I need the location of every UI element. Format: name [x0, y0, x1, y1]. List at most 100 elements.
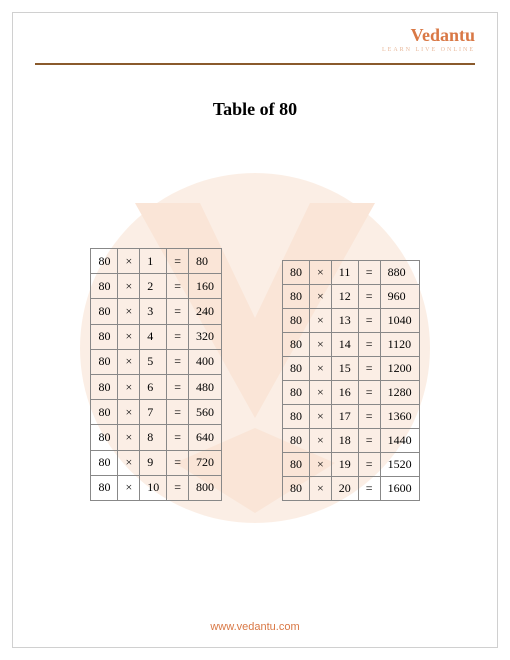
table-row: 80×7=560: [91, 400, 222, 425]
table-cell: ×: [310, 357, 332, 381]
table-cell: 1600: [380, 477, 419, 501]
table-cell: ×: [118, 274, 140, 299]
page-frame: Vedantu LEARN LIVE ONLINE Table of 80 80…: [12, 12, 498, 648]
table-row: 80×20=1600: [283, 477, 420, 501]
table-cell: 3: [140, 299, 167, 324]
table-cell: 2: [140, 274, 167, 299]
table-cell: 1040: [380, 309, 419, 333]
table-cell: 80: [283, 261, 310, 285]
table-cell: 1360: [380, 405, 419, 429]
table-cell: ×: [310, 261, 332, 285]
table-row: 80×19=1520: [283, 453, 420, 477]
table-cell: 480: [189, 374, 222, 399]
table-cell: =: [358, 381, 380, 405]
table-cell: 640: [189, 425, 222, 450]
table-cell: 80: [283, 429, 310, 453]
table-cell: 800: [189, 475, 222, 500]
footer-url: www.vedantu.com: [13, 621, 497, 633]
table-cell: ×: [310, 429, 332, 453]
table-cell: =: [358, 405, 380, 429]
table-row: 80×6=480: [91, 374, 222, 399]
table-cell: 10: [140, 475, 167, 500]
page-title: Table of 80: [13, 99, 497, 120]
table-cell: 1440: [380, 429, 419, 453]
table-cell: 14: [331, 333, 358, 357]
table-cell: 80: [91, 400, 118, 425]
table-cell: ×: [118, 374, 140, 399]
table-cell: ×: [310, 477, 332, 501]
table-cell: 80: [283, 477, 310, 501]
table-cell: =: [167, 299, 189, 324]
table-cell: =: [167, 475, 189, 500]
table-cell: 1: [140, 249, 167, 274]
table-cell: ×: [310, 309, 332, 333]
table-row: 80×9=720: [91, 450, 222, 475]
table-cell: =: [167, 425, 189, 450]
table-cell: =: [358, 429, 380, 453]
table-cell: 80: [283, 309, 310, 333]
table-cell: 19: [331, 453, 358, 477]
table-row: 80×11=880: [283, 261, 420, 285]
table-cell: 6: [140, 374, 167, 399]
table-cell: =: [358, 477, 380, 501]
table-cell: 9: [140, 450, 167, 475]
tables-container: 80×1=8080×2=16080×3=24080×4=32080×5=4008…: [13, 248, 497, 501]
table-row: 80×16=1280: [283, 381, 420, 405]
table-cell: =: [167, 450, 189, 475]
brand-tagline: LEARN LIVE ONLINE: [382, 47, 475, 53]
table-row: 80×12=960: [283, 285, 420, 309]
table-cell: =: [167, 274, 189, 299]
table-cell: 80: [91, 450, 118, 475]
table-cell: ×: [310, 405, 332, 429]
table-cell: 8: [140, 425, 167, 450]
table-cell: 18: [331, 429, 358, 453]
table-cell: 80: [91, 475, 118, 500]
table-cell: ×: [118, 425, 140, 450]
multiplication-table-right: 80×11=88080×12=96080×13=104080×14=112080…: [282, 260, 420, 501]
table-cell: 16: [331, 381, 358, 405]
table-row: 80×17=1360: [283, 405, 420, 429]
table-cell: ×: [118, 400, 140, 425]
table-cell: 80: [91, 349, 118, 374]
table-row: 80×10=800: [91, 475, 222, 500]
table-cell: ×: [118, 349, 140, 374]
table-cell: ×: [118, 324, 140, 349]
table-cell: =: [358, 261, 380, 285]
table-cell: 80: [91, 274, 118, 299]
table-cell: 4: [140, 324, 167, 349]
table-cell: 80: [283, 357, 310, 381]
table-row: 80×5=400: [91, 349, 222, 374]
table-cell: 12: [331, 285, 358, 309]
table-cell: 1120: [380, 333, 419, 357]
table-cell: 560: [189, 400, 222, 425]
table-cell: 240: [189, 299, 222, 324]
table-cell: 80: [283, 333, 310, 357]
table-cell: =: [167, 324, 189, 349]
table-cell: 80: [91, 324, 118, 349]
table-cell: 80: [283, 453, 310, 477]
table-cell: =: [167, 400, 189, 425]
table-cell: 320: [189, 324, 222, 349]
table-row: 80×15=1200: [283, 357, 420, 381]
table-cell: 960: [380, 285, 419, 309]
table-cell: 880: [380, 261, 419, 285]
table-cell: 400: [189, 349, 222, 374]
table-cell: ×: [310, 285, 332, 309]
table-cell: =: [167, 374, 189, 399]
table-row: 80×3=240: [91, 299, 222, 324]
table-cell: ×: [118, 249, 140, 274]
table-cell: ×: [310, 333, 332, 357]
header-divider: [35, 63, 475, 65]
table-row: 80×18=1440: [283, 429, 420, 453]
table-cell: ×: [310, 381, 332, 405]
table-cell: 7: [140, 400, 167, 425]
table-cell: 80: [189, 249, 222, 274]
table-cell: 17: [331, 405, 358, 429]
table-cell: 1280: [380, 381, 419, 405]
table-cell: 13: [331, 309, 358, 333]
table-cell: =: [358, 453, 380, 477]
table-cell: =: [358, 309, 380, 333]
table-cell: 720: [189, 450, 222, 475]
table-cell: 160: [189, 274, 222, 299]
table-row: 80×1=80: [91, 249, 222, 274]
